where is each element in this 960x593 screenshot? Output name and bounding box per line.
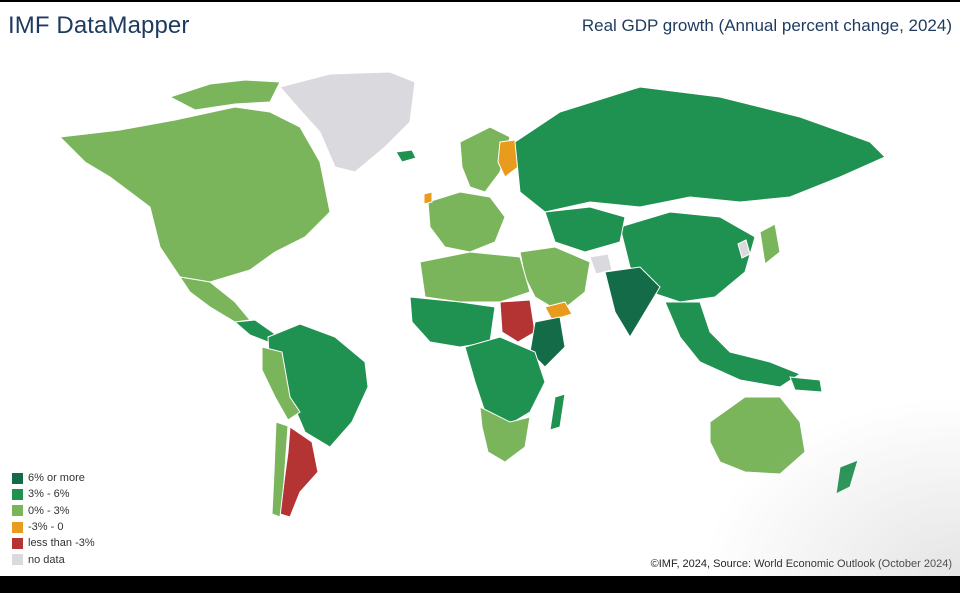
- region-central-africa[interactable]: [464, 336, 546, 428]
- legend-swatch: [12, 554, 23, 566]
- map-frame: IMF DataMapper Real GDP growth (Annual p…: [0, 2, 960, 576]
- legend-label: no data: [28, 553, 65, 566]
- legend-item[interactable]: -3% - 0: [12, 519, 95, 535]
- region-peru-bolivia[interactable]: [261, 346, 301, 421]
- region-europe-west[interactable]: [427, 191, 506, 253]
- region-canadian-arctic[interactable]: [168, 79, 281, 111]
- brand-title: IMF DataMapper: [8, 12, 190, 39]
- world-map[interactable]: [0, 2, 960, 576]
- region-korea[interactable]: [737, 239, 751, 259]
- region-west-africa[interactable]: [409, 296, 496, 348]
- legend-label: 0% - 3%: [28, 504, 70, 517]
- region-afghanistan[interactable]: [589, 253, 613, 275]
- region-sudan[interactable]: [499, 299, 536, 343]
- legend-label: less than -3%: [28, 537, 95, 550]
- legend-label: 6% or more: [28, 472, 85, 485]
- legend-swatch: [12, 505, 23, 517]
- legend-label: -3% - 0: [28, 521, 64, 534]
- legend-item[interactable]: no data: [12, 551, 95, 567]
- legend-swatch: [12, 472, 23, 484]
- region-southern-africa[interactable]: [479, 406, 531, 463]
- legend-item[interactable]: 3% - 6%: [12, 486, 95, 502]
- source-credit: ©IMF, 2024, Source: World Economic Outlo…: [650, 558, 952, 570]
- region-scandinavia[interactable]: [459, 126, 511, 193]
- region-mexico[interactable]: [178, 276, 251, 323]
- region-finland[interactable]: [497, 139, 519, 178]
- region-australia[interactable]: [709, 396, 806, 475]
- region-central-asia[interactable]: [544, 206, 626, 253]
- region-india[interactable]: [604, 266, 661, 338]
- region-japan[interactable]: [759, 223, 781, 265]
- region-papua[interactable]: [789, 376, 823, 393]
- region-east-africa[interactable]: [529, 316, 566, 368]
- region-russia[interactable]: [514, 86, 886, 213]
- legend-item[interactable]: 6% or more: [12, 470, 95, 486]
- legend-swatch: [12, 537, 23, 549]
- legend-item[interactable]: 0% - 3%: [12, 503, 95, 519]
- legend-swatch: [12, 521, 23, 533]
- region-north-america[interactable]: [58, 106, 331, 283]
- region-chile[interactable]: [271, 421, 289, 518]
- legend-item[interactable]: less than -3%: [12, 535, 95, 551]
- region-yemen[interactable]: [544, 301, 573, 321]
- map-title: Real GDP growth (Annual percent change, …: [581, 16, 952, 35]
- region-argentina[interactable]: [279, 426, 319, 518]
- bottom-bar: [0, 576, 960, 593]
- region-ireland[interactable]: [423, 191, 433, 205]
- region-madagascar[interactable]: [549, 393, 566, 431]
- region-iceland[interactable]: [395, 149, 417, 163]
- region-north-africa[interactable]: [419, 251, 531, 303]
- legend-swatch: [12, 488, 23, 500]
- region-greenland[interactable]: [279, 71, 416, 173]
- legend-label: 3% - 6%: [28, 488, 70, 501]
- legend: 6% or more 3% - 6% 0% - 3% -3% - 0 less …: [12, 470, 95, 568]
- region-southeast-asia[interactable]: [664, 301, 802, 388]
- region-new-zealand[interactable]: [835, 459, 859, 495]
